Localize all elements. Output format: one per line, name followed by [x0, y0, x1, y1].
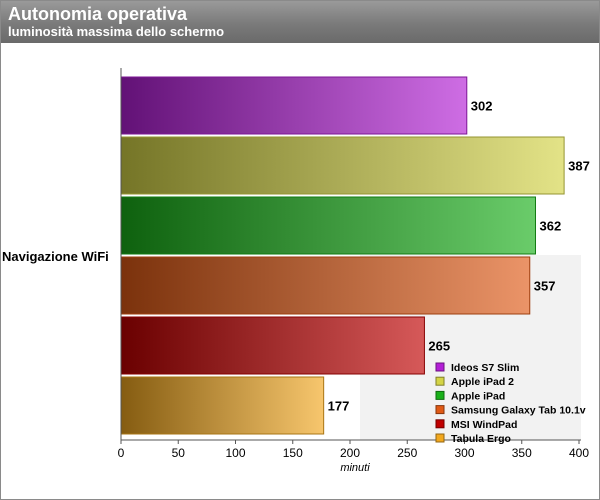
- x-tick-label: 300: [454, 446, 474, 460]
- legend-swatch-msi-windpad: [435, 419, 445, 429]
- value-label-tabula-ergo: 177: [328, 399, 350, 414]
- bar-samsung-galaxy-tab-10-1v: [120, 256, 531, 315]
- value-label-samsung-galaxy-tab-10-1v: 357: [534, 279, 556, 294]
- x-tick-label: 200: [340, 446, 360, 460]
- legend-label-msi-windpad: MSI WindPad: [451, 419, 517, 431]
- x-tick-label: 50: [172, 446, 186, 460]
- legend-swatch-apple-ipad-2: [435, 376, 445, 386]
- x-axis-label: minuti: [340, 462, 370, 474]
- value-label-apple-ipad-2: 387: [568, 159, 590, 174]
- chart-title: Autonomia operativa: [8, 4, 188, 24]
- x-tick-label: 0: [118, 446, 125, 460]
- x-tick-label: 350: [512, 446, 532, 460]
- category-label: Navigazione WiFi: [2, 249, 109, 264]
- legend-swatch-samsung-galaxy-tab-10-1v: [435, 405, 445, 415]
- value-label-apple-ipad: 362: [539, 219, 561, 234]
- legend-label-ideos-s7-slim: Ideos S7 Slim: [451, 362, 519, 374]
- value-label-msi-windpad: 265: [428, 339, 450, 354]
- legend-label-apple-ipad-2: Apple iPad 2: [451, 376, 514, 388]
- x-tick-label: 400: [569, 446, 589, 460]
- legend-swatch-apple-ipad: [435, 390, 445, 400]
- legend-label-samsung-galaxy-tab-10-1v: Samsung Galaxy Tab 10.1v: [451, 405, 586, 417]
- bar-apple-ipad: [120, 196, 536, 255]
- legend-swatch-tabula-ergo: [435, 433, 445, 443]
- legend-label-tabula-ergo: Tabula Ergo: [451, 433, 511, 445]
- bar-msi-windpad: [120, 316, 425, 375]
- legend-swatch-ideos-s7-slim: [435, 362, 445, 372]
- chart-subtitle: luminosità massima dello schermo: [8, 24, 225, 39]
- x-tick-label: 150: [283, 446, 303, 460]
- x-tick-label: 100: [225, 446, 245, 460]
- value-label-ideos-s7-slim: 302: [471, 99, 493, 114]
- chart-header: Autonomia operativa luminosità massima d…: [1, 1, 599, 43]
- bar-ideos-s7-slim: [120, 76, 468, 135]
- bar-apple-ipad-2: [120, 136, 565, 195]
- legend-label-apple-ipad: Apple iPad: [451, 390, 505, 402]
- bar-tabula-ergo: [120, 376, 325, 435]
- x-tick-label: 250: [397, 446, 417, 460]
